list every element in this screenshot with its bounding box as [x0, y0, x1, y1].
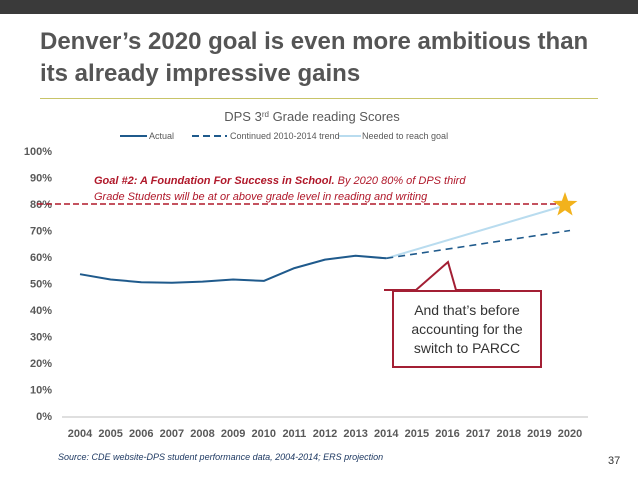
x-tick-label: 2005 [98, 428, 122, 440]
source-note: Source: CDE website-DPS student performa… [58, 452, 384, 462]
legend-label-trend: Continued 2010-2014 trend [230, 131, 340, 141]
y-tick-label: 80% [30, 199, 52, 211]
x-tick-label: 2019 [527, 428, 551, 440]
page-title: Denver’s 2020 goal is even more ambitiou… [40, 28, 589, 87]
x-axis-tick-labels: 2004 2005 2006 2007 2008 2009 2010 2011 2012 2013… [68, 428, 582, 440]
callout-pointer [384, 260, 500, 291]
top-bar [0, 0, 638, 14]
y-tick-label: 100% [24, 146, 52, 158]
x-tick-label: 2004 [68, 428, 93, 440]
x-tick-label: 2020 [558, 428, 582, 440]
x-tick-label: 2010 [252, 428, 276, 440]
x-tick-label: 2008 [190, 428, 214, 440]
legend: Actual Continued 2010-2014 trend Needed … [120, 131, 448, 141]
y-tick-label: 90% [30, 173, 52, 185]
page-number: 37 [608, 455, 621, 467]
y-tick-label: 50% [30, 279, 52, 291]
y-tick-label: 60% [30, 252, 52, 264]
x-tick-label: 2012 [313, 428, 337, 440]
x-tick-label: 2014 [374, 428, 399, 440]
y-tick-label: 70% [30, 226, 52, 238]
x-tick-label: 2018 [497, 428, 521, 440]
series-line-dashed [386, 229, 571, 260]
x-tick-label: 2007 [160, 428, 184, 440]
y-tick-label: 20% [30, 358, 52, 370]
x-tick-label: 2013 [343, 428, 367, 440]
x-tick-label: 2016 [435, 428, 459, 440]
x-tick-label: 2015 [405, 428, 429, 440]
series-line-solid-light [386, 203, 571, 260]
y-tick-label: 10% [30, 385, 52, 397]
series-line-solid [79, 254, 387, 284]
title-underline [40, 98, 598, 99]
goal-star-icon [552, 192, 578, 216]
goal-annotation-line-1: Goal #2: A Foundation For Success in Sch… [94, 175, 466, 187]
x-tick-label: 2009 [221, 428, 245, 440]
x-tick-label: 2017 [466, 428, 490, 440]
y-tick-label: 0% [36, 411, 52, 423]
chart-title: DPS 3rd Grade reading Scores [224, 109, 400, 124]
legend-label-actual: Actual [149, 131, 174, 141]
y-tick-label: 30% [30, 332, 52, 344]
callout-box: And that’s before accounting for the swi… [392, 290, 542, 368]
legend-label-needed: Needed to reach goal [362, 131, 448, 141]
y-axis-tick-labels: 0% 10% 20% 30% 40% 50% 60% 70% 80% 90% 100% [24, 146, 52, 423]
x-tick-label: 2006 [129, 428, 153, 440]
y-tick-label: 40% [30, 305, 52, 317]
x-tick-label: 2011 [282, 428, 306, 440]
goal-annotation-line-2: Grade Students will be at or above grade… [94, 191, 428, 203]
chart-series [79, 203, 571, 284]
